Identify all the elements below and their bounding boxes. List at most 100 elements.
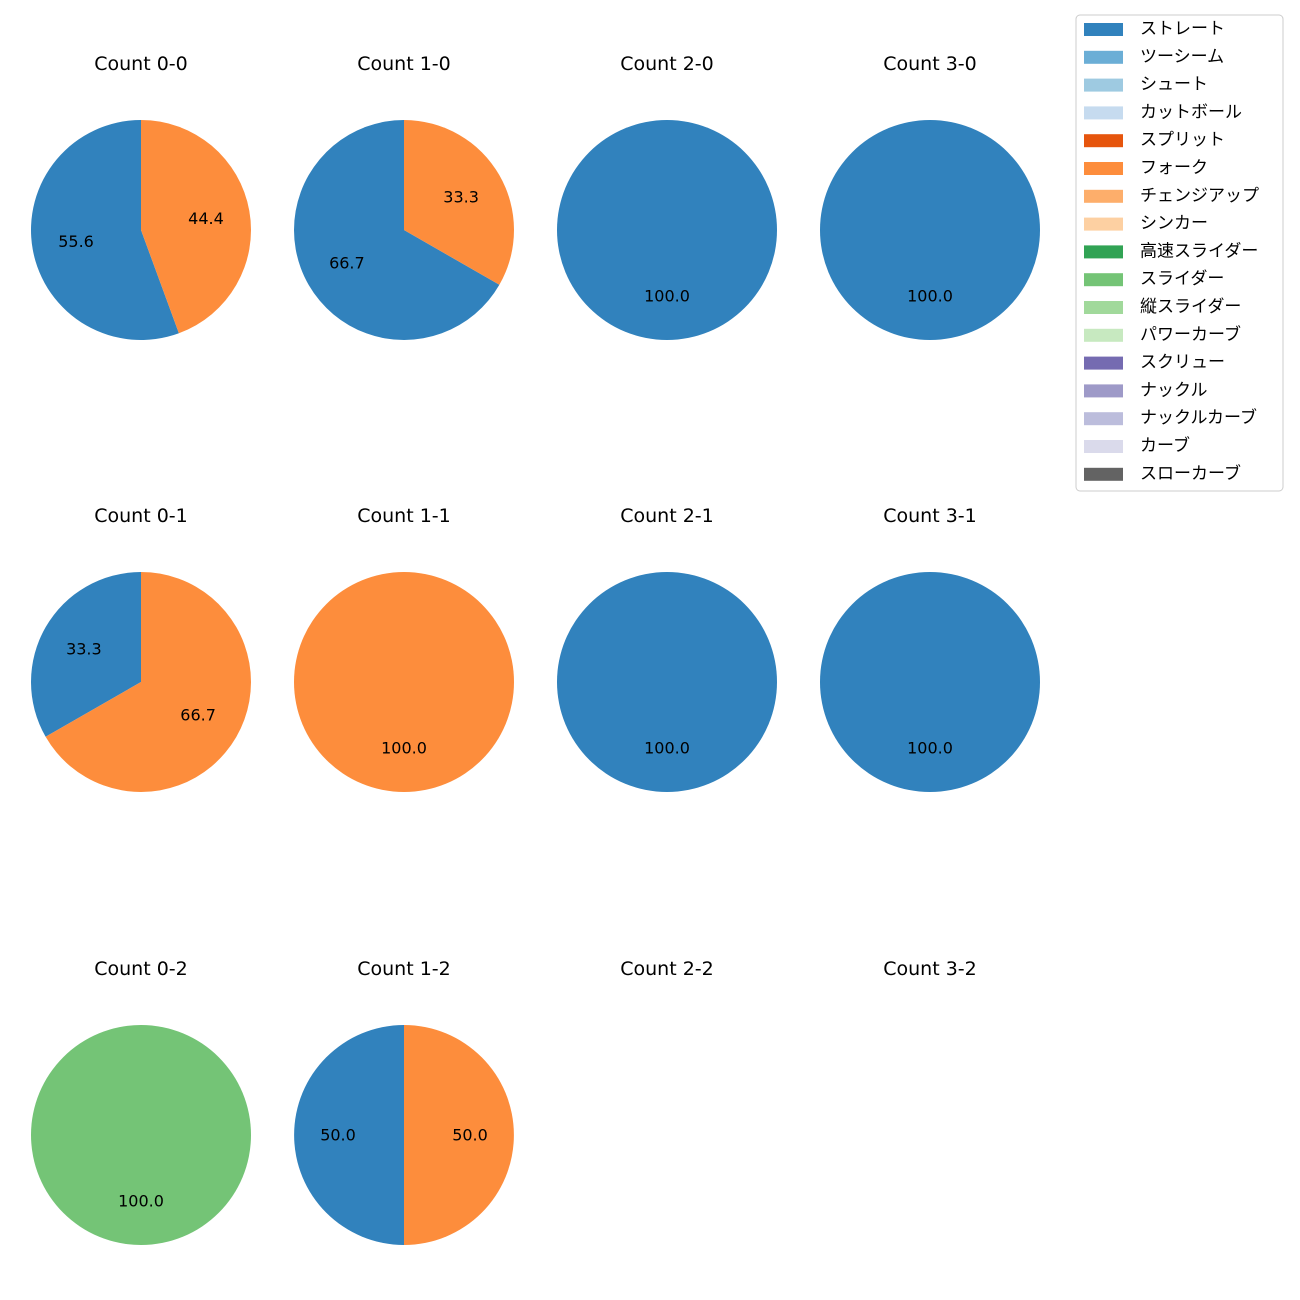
legend-label: シンカー: [1140, 214, 1208, 234]
pie-slice-フォーク: [404, 1025, 514, 1245]
pie-slice-ストレート: [30, 120, 179, 340]
pie-slice-ストレート: [557, 572, 777, 792]
legend-label: カットボール: [1140, 102, 1242, 122]
legend-swatch: [1084, 50, 1123, 64]
pie-title: Count 1-1: [357, 505, 451, 527]
pie-title: Count 1-0: [357, 53, 451, 75]
legend-item-ストレート: ストレート: [1084, 19, 1225, 39]
pie-panel-count-3-2: Count 3-2: [883, 958, 977, 980]
pie-panel-count-1-2: Count 1-2 50.0 50.0: [294, 958, 514, 1245]
legend-frame: [1075, 14, 1284, 492]
legend-label: スクリュー: [1140, 353, 1225, 373]
legend-item-フォーク: フォーク: [1084, 158, 1208, 178]
pie-title: Count 3-1: [883, 505, 977, 527]
pie-title: Count 3-2: [883, 958, 977, 980]
legend-label: スプリット: [1140, 130, 1225, 150]
legend-item-スプリット: スプリット: [1084, 130, 1225, 150]
pie-slice-フォーク: [45, 572, 252, 792]
legend-swatch: [1084, 467, 1123, 481]
pie-panel-count-0-2: Count 0-2 100.0: [31, 958, 251, 1245]
legend-item-カットボール: カットボール: [1084, 102, 1242, 122]
pie-slice-label: 100.0: [644, 287, 690, 306]
pie-slice-ストレート: [30, 572, 142, 737]
pie-panel-count-1-0: Count 1-0 66.7 33.3: [293, 53, 514, 340]
pie-slice-label: 66.7: [180, 706, 216, 725]
legend-items: ストレートツーシームシュートカットボールスプリットフォークチェンジアップシンカー…: [1084, 19, 1259, 484]
legend-label: ストレート: [1140, 19, 1225, 39]
pie-title: Count 2-1: [620, 505, 714, 527]
pie-slice-label: 55.6: [58, 232, 94, 251]
pie-slice-label: 50.0: [452, 1126, 488, 1145]
pie-slice-ストレート: [557, 120, 777, 340]
legend-label: ナックルカーブ: [1140, 407, 1257, 428]
legend-item-ナックルカーブ: ナックルカーブ: [1084, 407, 1257, 428]
pie-slice-label: 50.0: [320, 1126, 356, 1145]
legend-swatch: [1084, 273, 1123, 287]
legend-swatch: [1084, 134, 1123, 148]
pie-panel-count-2-2: Count 2-2: [620, 958, 714, 980]
legend-label: スライダー: [1140, 269, 1224, 289]
legend-item-シンカー: シンカー: [1084, 214, 1208, 234]
pie-slice-ストレート: [820, 120, 1040, 340]
pie-panel-count-2-1: Count 2-1 100.0: [557, 505, 777, 792]
pie-slice-label: 33.3: [66, 639, 102, 658]
legend-swatch: [1084, 328, 1123, 342]
pie-slice-label: 100.0: [381, 739, 427, 758]
pie-title: Count 0-1: [94, 505, 188, 527]
legend-item-パワーカーブ: パワーカーブ: [1084, 324, 1241, 345]
pie-slice-ストレート: [820, 572, 1040, 792]
pie-title: Count 0-0: [94, 53, 188, 75]
pie-slice-label: 100.0: [907, 739, 953, 758]
pie-slice-フォーク: [141, 120, 251, 334]
legend-swatch: [1084, 440, 1123, 453]
pie-slice-label: 44.4: [188, 209, 224, 228]
legend-label: パワーカーブ: [1140, 324, 1241, 345]
legend-swatch: [1084, 23, 1123, 36]
legend-item-ツーシーム: ツーシーム: [1084, 47, 1224, 67]
legend-swatch: [1084, 189, 1123, 203]
legend-label: シュート: [1140, 75, 1208, 95]
legend-swatch: [1084, 78, 1123, 92]
pie-title: Count 1-2: [357, 958, 451, 980]
pie-slice-スライダー: [31, 1025, 251, 1245]
pie-title: Count 3-0: [883, 53, 977, 75]
legend-swatch: [1084, 245, 1123, 259]
pie-panel-count-3-1: Count 3-1 100.0: [820, 505, 1040, 792]
pie-panel-count-2-0: Count 2-0 100.0: [557, 53, 777, 340]
pie-slice-フォーク: [294, 572, 514, 792]
legend-item-縦スライダー: 縦スライダー: [1084, 297, 1241, 317]
pie-slice-ストレート: [293, 120, 500, 340]
legend-item-スライダー: スライダー: [1084, 269, 1224, 289]
legend-label: 縦スライダー: [1140, 297, 1241, 317]
legend-label: ツーシーム: [1140, 47, 1224, 67]
pie-panel-count-1-1: Count 1-1 100.0: [294, 505, 514, 792]
legend-item-ナックル: ナックル: [1084, 380, 1208, 400]
legend: ストレートツーシームシュートカットボールスプリットフォークチェンジアップシンカー…: [1075, 14, 1284, 492]
pie-panel-count-3-0: Count 3-0 100.0: [820, 53, 1040, 340]
legend-swatch: [1084, 356, 1123, 370]
legend-item-カーブ: カーブ: [1084, 435, 1190, 456]
legend-swatch: [1084, 217, 1123, 231]
pie-title: Count 2-2: [620, 958, 714, 980]
legend-label: カーブ: [1140, 435, 1190, 456]
legend-label: チェンジアップ: [1140, 186, 1259, 206]
pie-title: Count 0-2: [94, 958, 188, 980]
legend-label: ナックル: [1140, 380, 1208, 400]
legend-swatch: [1084, 384, 1123, 398]
pie-panel-count-0-0: Count 0-0 55.6 44.4: [30, 53, 251, 340]
pie-slice-label: 100.0: [118, 1192, 164, 1211]
pie-slice-フォーク: [404, 120, 514, 285]
pie-slice-label: 100.0: [907, 287, 953, 306]
pie-panel-count-0-1: Count 0-1 33.3 66.7: [30, 505, 252, 792]
legend-item-チェンジアップ: チェンジアップ: [1084, 186, 1259, 206]
pie-slice-label: 66.7: [329, 254, 365, 273]
pie-slice-label: 100.0: [644, 739, 690, 758]
legend-label: スローカーブ: [1140, 463, 1241, 484]
legend-swatch: [1084, 412, 1123, 426]
legend-item-スローカーブ: スローカーブ: [1084, 463, 1241, 484]
legend-swatch: [1084, 301, 1123, 314]
legend-item-シュート: シュート: [1084, 75, 1208, 95]
legend-item-スクリュー: スクリュー: [1084, 353, 1225, 373]
